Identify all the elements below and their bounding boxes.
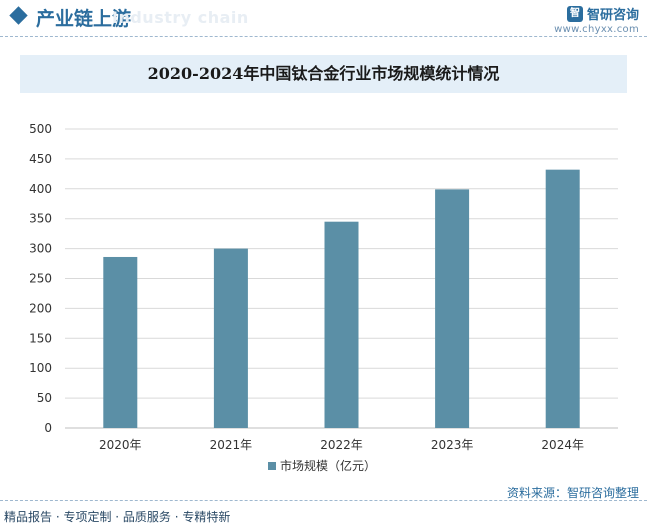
source-note: 资料来源：智研咨询整理 [506,486,639,500]
legend-label: 市场规模（亿元） [280,458,376,473]
footer-tagline: 精品报告 · 专项定制 · 品质服务 · 专精特新 [4,510,231,524]
bar [103,256,138,428]
y-tick-label: 100 [29,361,52,375]
y-tick-label: 500 [29,122,52,136]
brand[interactable]: 智 智研咨询 www.chyxx.com [554,4,639,35]
y-tick-label: 450 [29,152,52,166]
header-divider [0,36,647,37]
chart-title-bar: 2020-2024年中国钛合金行业市场规模统计情况 [20,55,627,93]
x-tick-label: 2020年 [99,438,142,452]
y-tick-label: 350 [29,212,52,226]
y-tick-label: 0 [44,421,52,435]
bar [324,221,359,428]
footer-divider [0,500,647,501]
x-tick-label: 2023年 [431,438,474,452]
y-tick-label: 150 [29,331,52,345]
x-tick-label: 2024年 [541,438,584,452]
header: 产业链上游 Industry chain 智 智研咨询 www.chyxx.co… [0,0,647,36]
y-tick-label: 300 [29,242,52,256]
section-title: 产业链上游 [36,8,132,30]
x-tick-label: 2021年 [210,438,253,452]
legend-swatch [268,462,276,470]
y-tick-label: 200 [29,301,52,315]
y-tick-label: 50 [37,391,52,405]
brand-logo-icon: 智 [566,5,583,22]
x-tick-label: 2022年 [320,438,363,452]
bar [545,169,580,428]
section-subtitle: Industry chain [112,8,249,27]
chart-title: 2020-2024年中国钛合金行业市场规模统计情况 [147,64,500,83]
bar [213,248,248,428]
brand-url[interactable]: www.chyxx.com [554,24,639,35]
brand-name: 智研咨询 [586,8,639,23]
y-tick-label: 250 [29,272,52,286]
y-tick-label: 400 [29,182,52,196]
bar [435,189,470,428]
